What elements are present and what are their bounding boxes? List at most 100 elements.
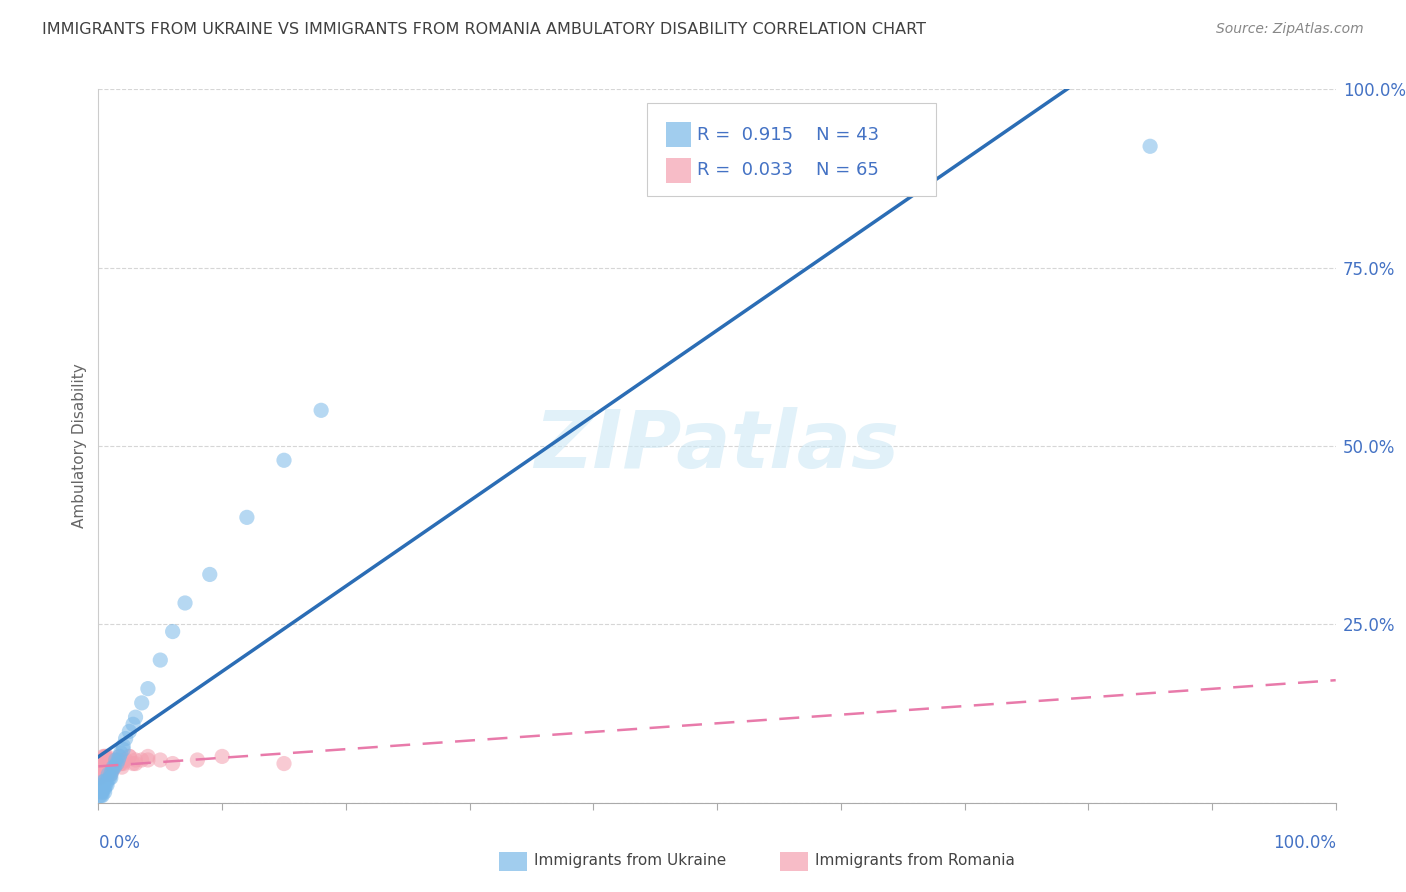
Point: [104, 753, 127, 767]
Point: [96, 778, 118, 792]
Point: [93, 760, 115, 774]
Point: [91, 778, 114, 792]
Text: R =  0.033    N = 65: R = 0.033 N = 65: [696, 161, 879, 179]
Point: [112, 756, 135, 771]
Point: [108, 749, 131, 764]
Point: [100, 756, 122, 771]
Point: [103, 760, 125, 774]
Point: [107, 753, 129, 767]
Point: [96, 749, 118, 764]
Point: [273, 453, 295, 467]
Point: [93, 781, 115, 796]
Point: [162, 756, 184, 771]
Point: [131, 696, 153, 710]
Text: ZIPatlas: ZIPatlas: [534, 407, 900, 485]
Point: [110, 746, 132, 760]
Point: [124, 756, 146, 771]
Point: [100, 771, 122, 785]
Point: [100, 756, 122, 771]
Point: [103, 756, 125, 771]
Point: [93, 774, 115, 789]
Point: [91, 767, 114, 781]
Point: [93, 749, 115, 764]
Point: [90, 789, 112, 803]
Point: [107, 753, 129, 767]
Point: [104, 753, 127, 767]
Point: [114, 753, 136, 767]
Point: [198, 567, 221, 582]
Point: [162, 624, 184, 639]
Point: [93, 774, 115, 789]
Point: [110, 756, 132, 771]
Point: [94, 778, 117, 792]
Point: [114, 731, 136, 746]
Point: [96, 760, 118, 774]
Point: [89, 771, 111, 785]
Point: [118, 749, 141, 764]
Point: [91, 753, 114, 767]
Point: [93, 756, 115, 771]
Point: [89, 789, 111, 803]
Point: [97, 767, 120, 781]
Point: [103, 760, 125, 774]
Point: [105, 756, 128, 771]
Text: IMMIGRANTS FROM UKRAINE VS IMMIGRANTS FROM ROMANIA AMBULATORY DISABILITY CORRELA: IMMIGRANTS FROM UKRAINE VS IMMIGRANTS FR…: [42, 22, 927, 37]
Point: [105, 756, 128, 771]
Point: [118, 724, 141, 739]
Point: [136, 753, 159, 767]
Point: [149, 753, 172, 767]
Point: [100, 767, 122, 781]
Point: [98, 767, 121, 781]
Point: [100, 767, 122, 781]
Point: [110, 756, 132, 771]
Y-axis label: Ambulatory Disability: Ambulatory Disability: [72, 364, 87, 528]
Text: 100.0%: 100.0%: [1272, 834, 1336, 852]
Point: [1139, 139, 1161, 153]
Point: [186, 753, 208, 767]
Point: [98, 753, 121, 767]
Text: Source: ZipAtlas.com: Source: ZipAtlas.com: [1216, 22, 1364, 37]
Point: [131, 753, 153, 767]
Text: Immigrants from Romania: Immigrants from Romania: [815, 854, 1015, 868]
Point: [94, 760, 117, 774]
Point: [108, 749, 131, 764]
Point: [122, 717, 145, 731]
Point: [103, 760, 125, 774]
Point: [98, 753, 121, 767]
Point: [236, 510, 259, 524]
Point: [91, 789, 114, 803]
Point: [124, 753, 146, 767]
Point: [91, 764, 114, 778]
Point: [111, 760, 134, 774]
Point: [91, 760, 114, 774]
Point: [112, 739, 135, 753]
Point: [90, 764, 112, 778]
Point: [97, 753, 120, 767]
Point: [93, 781, 115, 796]
Point: [90, 771, 112, 785]
Point: [96, 767, 118, 781]
Point: [101, 764, 124, 778]
Point: [211, 749, 233, 764]
Point: [91, 785, 114, 799]
Point: [101, 764, 124, 778]
Text: Immigrants from Ukraine: Immigrants from Ukraine: [534, 854, 727, 868]
Point: [273, 756, 295, 771]
Point: [103, 760, 125, 774]
Point: [93, 756, 115, 771]
Text: R =  0.915    N = 43: R = 0.915 N = 43: [696, 126, 879, 144]
Point: [149, 653, 172, 667]
Point: [89, 760, 111, 774]
Point: [97, 767, 120, 781]
Point: [96, 756, 118, 771]
Point: [94, 767, 117, 781]
Point: [93, 767, 115, 781]
Point: [174, 596, 197, 610]
Point: [98, 771, 121, 785]
Point: [124, 710, 146, 724]
Point: [90, 767, 112, 781]
Point: [89, 767, 111, 781]
Point: [93, 749, 115, 764]
Point: [97, 756, 120, 771]
Point: [112, 753, 135, 767]
